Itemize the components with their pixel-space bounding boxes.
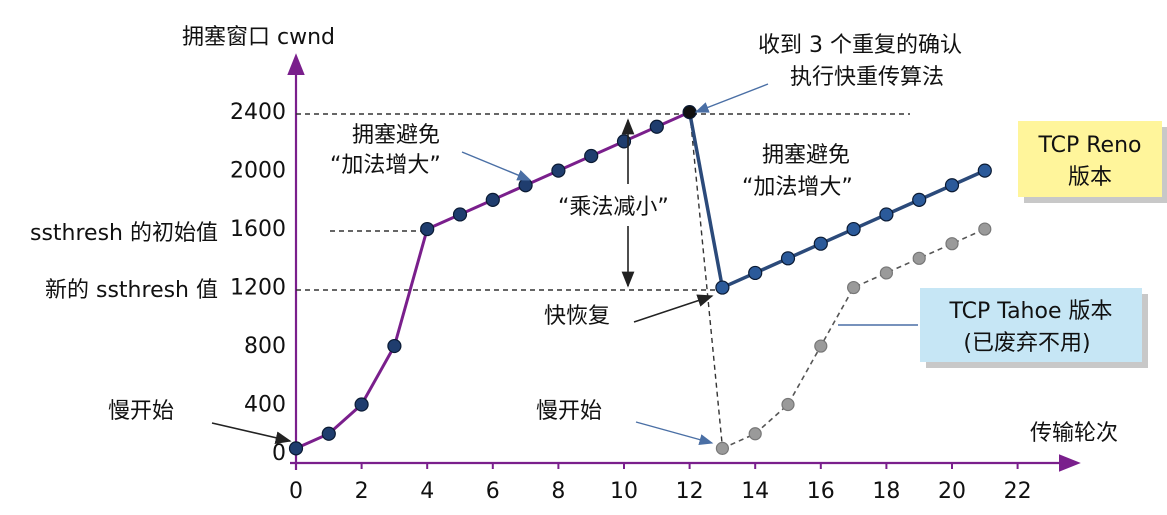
y-tick-label: 2400: [230, 100, 286, 125]
data-point-reno: [813, 236, 828, 251]
x-tick-label: 6: [486, 479, 500, 504]
x-tick-label: 20: [938, 479, 966, 504]
data-point-purple: [584, 148, 599, 164]
congestion-avoid-pointer-1: [461, 151, 532, 181]
data-point-tahoe: [945, 237, 959, 251]
mult-decrease-label: “乘法减小”: [558, 195, 669, 220]
data-point-tahoe: [814, 339, 828, 353]
congestion-avoid-label-2-line2: “加法增大”: [742, 175, 853, 200]
data-point-reno: [879, 207, 894, 222]
data-point-purple: [551, 163, 566, 178]
fast-recovery-pointer: [633, 294, 714, 323]
data-point-reno: [846, 221, 861, 237]
series-line-reno-drop: [687, 111, 725, 288]
data-point-reno: [944, 178, 960, 193]
tahoe-drop-line: [689, 113, 723, 444]
data-point-purple: [354, 397, 369, 412]
series-layer: [288, 105, 992, 456]
x-tick-label: 8: [551, 479, 565, 504]
data-point-purple: [649, 119, 664, 134]
tick-layer: 0 2 4 6 8 10 12 14 16 18 20 22 0 400 800 1200 1600 2000 24…: [230, 100, 1032, 504]
y-axis-title: 拥塞窗口 cwnd: [182, 25, 335, 50]
y-tick-label: 800: [244, 334, 286, 359]
data-point-reno: [715, 280, 730, 295]
x-tick-label: 4: [420, 479, 434, 504]
x-tick-label: 2: [355, 479, 369, 504]
data-point-reno: [780, 251, 796, 266]
data-point-purple: [288, 441, 304, 456]
dup-ack-pointer: [694, 83, 769, 113]
reno-box-line1: TCP Reno: [1037, 133, 1141, 158]
data-point-tahoe: [978, 222, 992, 236]
y-tick-label: 400: [244, 393, 286, 418]
tahoe-box-line1: TCP Tahoe 版本: [949, 299, 1113, 324]
series-line-tahoe: [722, 228, 986, 450]
x-tick-label: 14: [741, 479, 769, 504]
y-tick-label: 2000: [230, 159, 286, 184]
reno-box: [1018, 121, 1162, 197]
x-tick-label: 22: [1004, 479, 1032, 504]
slow-start-label-1: 慢开始: [108, 399, 174, 424]
x-tick-label: 18: [872, 479, 900, 504]
ssthresh-new-label: 新的 ssthresh 值: [45, 278, 218, 303]
congestion-avoid-label-1-line1: 拥塞避免: [352, 123, 440, 148]
tahoe-box-line2: (已废弃不用): [963, 331, 1090, 356]
x-axis-title: 传输轮次: [1030, 421, 1118, 446]
data-point-purple: [518, 178, 533, 193]
y-tick-label: 1200: [230, 276, 286, 301]
data-point-tahoe: [879, 266, 894, 280]
congestion-avoid-label-1-line2: “加法增大”: [330, 153, 441, 178]
dup-ack-label-line2: 执行快重传算法: [790, 65, 944, 90]
data-point-reno: [977, 163, 992, 178]
data-point-reno: [912, 192, 927, 207]
tahoe-box: [920, 288, 1142, 362]
slow-start-pointer-2: [635, 421, 714, 446]
ssthresh-initial-label: ssthresh 的初始值: [30, 221, 218, 246]
data-point-tahoe: [715, 441, 730, 455]
data-point-purple: [420, 221, 435, 237]
data-point-tahoe: [912, 251, 926, 265]
dup-ack-label-line1: 收到 3 个重复的确认: [758, 33, 962, 58]
y-tick-label: 0: [272, 441, 286, 466]
data-point-purple: [452, 207, 468, 222]
x-tick-label: 10: [610, 479, 638, 504]
congestion-avoid-label-2-line1: 拥塞避免: [762, 143, 850, 168]
x-tick-label: 12: [676, 479, 704, 504]
data-point-tahoe: [846, 280, 861, 295]
y-tick-label: 1600: [230, 217, 286, 242]
fast-recovery-label: 快恢复: [544, 304, 610, 329]
data-point-tahoe: [748, 427, 762, 441]
slow-start-pointer-1: [211, 422, 292, 444]
data-point-purple: [321, 426, 336, 441]
data-point-tahoe: [781, 397, 795, 412]
data-point-purple: [682, 105, 697, 120]
data-point-reno: [748, 265, 763, 281]
reno-box-line2: 版本: [1068, 165, 1112, 190]
x-tick-label: 0: [289, 479, 303, 504]
data-point-purple: [387, 338, 402, 354]
slow-start-label-2: 慢开始: [536, 399, 602, 424]
data-point-purple: [485, 192, 500, 207]
x-tick-label: 16: [807, 479, 835, 504]
